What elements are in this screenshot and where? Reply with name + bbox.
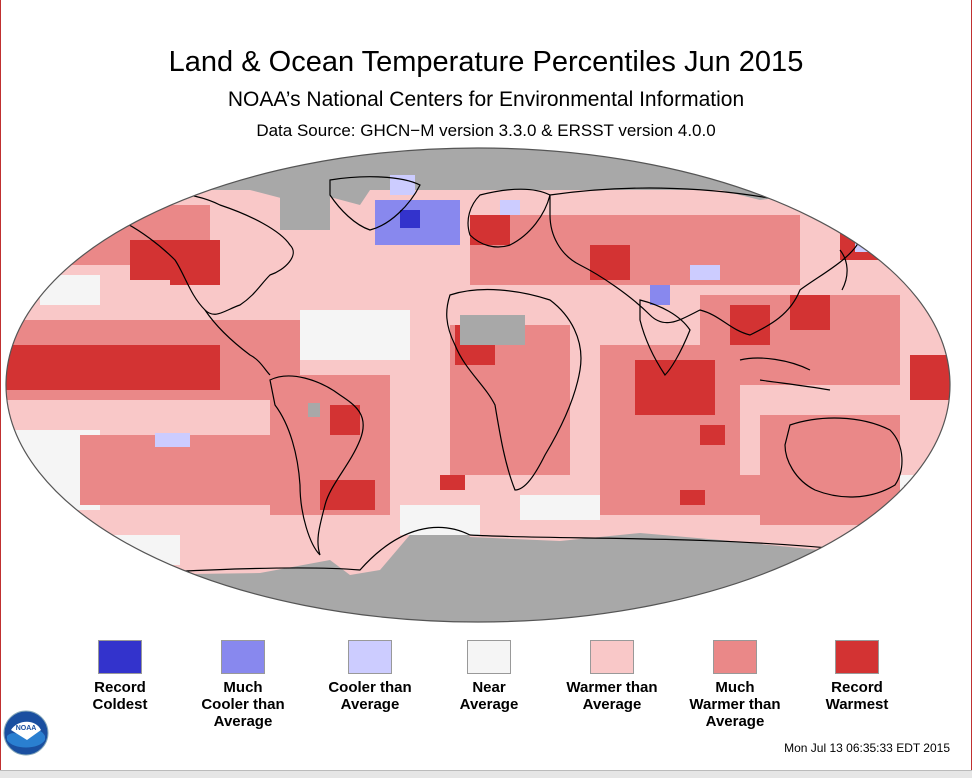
japan-outline [839, 249, 848, 291]
legend-much-cooler: Much Cooler than Average [188, 640, 298, 730]
record-warm-western-pacific [790, 295, 830, 330]
much-warm-australia [760, 415, 900, 525]
legend-much-warmer: Much Warmer than Average [680, 640, 790, 730]
record-warm-south-indian [680, 490, 705, 505]
record-warm-south-america [330, 405, 360, 435]
india-outline [639, 299, 691, 376]
record-warm-ne-pacific [130, 240, 170, 280]
cool-europe [500, 200, 520, 215]
legend-label-warmer: Warmer than Average [566, 679, 658, 713]
record-warm-north-pacific-east [840, 220, 880, 260]
antarctica-outline [99, 526, 851, 576]
legend-record-warmest: Record Warmest [802, 640, 912, 713]
legend-swatch-near-average [467, 640, 511, 674]
south-america-outline [269, 375, 364, 556]
map-title: Land & Ocean Temperature Percentiles Jun… [168, 46, 804, 78]
legend-label-much-warmer: Much Warmer than Average [689, 679, 781, 730]
legend-label-near-average: Near Average [459, 679, 519, 713]
central-america-outline [204, 309, 271, 376]
new-zealand-outline [904, 484, 911, 524]
record-warm-us-west [170, 240, 220, 285]
indonesia-outline [739, 357, 831, 391]
africa-outline [446, 288, 582, 491]
legend-warmer: Warmer than Average [557, 640, 667, 713]
map-subtitle: NOAA’s National Centers for Environmenta… [227, 88, 745, 111]
legend-label-record-coldest: Record Coldest [92, 679, 148, 713]
map-outline [5, 147, 951, 623]
north-america-outline [119, 192, 294, 315]
legend-swatch-warmer [590, 640, 634, 674]
noaa-logo-text: NOAA [16, 725, 37, 732]
africa-no-data [460, 315, 525, 345]
cool-north-pacific [855, 240, 875, 252]
legend-cooler: Cooler than Average [315, 640, 425, 713]
europe-outline [467, 188, 551, 248]
legend-label-record-warmest: Record Warmest [825, 679, 889, 713]
record-warm-south-atlantic-2 [440, 475, 465, 490]
record-warm-east-pacific [910, 355, 950, 400]
legend-near-average: Near Average [434, 640, 544, 713]
much-warm-europe-asia [470, 215, 800, 285]
south-america-no-data [308, 403, 320, 417]
data-source: Data Source: GHCN−M version 3.3.0 & ERSS… [256, 121, 716, 140]
record-cold-north-atlantic [400, 210, 420, 228]
record-warm-southeast-asia [730, 305, 770, 345]
australia-outline [784, 417, 903, 498]
bottom-strip [0, 770, 972, 778]
legend-label-much-cooler: Much Cooler than Average [201, 679, 285, 730]
legend-swatch-cooler [348, 640, 392, 674]
legend-label-cooler: Cooler than Average [328, 679, 412, 713]
legend-record-coldest: Record Coldest [65, 640, 175, 713]
legend-swatch-much-warmer [713, 640, 757, 674]
cool-south-pacific [155, 433, 190, 447]
record-warm-asia [590, 245, 630, 280]
world-map [5, 147, 951, 623]
greenland-outline [329, 176, 421, 231]
record-warm-south-pacific [700, 425, 725, 445]
near-band-north-atlantic [300, 310, 410, 360]
legend-swatch-record-warmest [835, 640, 879, 674]
arctic-no-data [6, 148, 950, 190]
greenland-no-data [280, 190, 330, 230]
record-warm-indian-ocean [635, 360, 715, 415]
cool-siberia [690, 265, 720, 280]
much-cool-india [650, 285, 670, 305]
legend-swatch-much-cooler [221, 640, 265, 674]
near-band-southern-ocean [520, 495, 600, 520]
legend-swatch-record-coldest [98, 640, 142, 674]
much-cool-greenland [390, 175, 415, 195]
near-band-south-atlantic [400, 505, 480, 535]
timestamp: Mon Jul 13 06:35:33 EDT 2015 [784, 741, 950, 755]
near-band-north-pacific [40, 275, 100, 305]
noaa-logo: NOAA [3, 710, 49, 756]
record-warm-tropical-pacific [6, 345, 220, 390]
